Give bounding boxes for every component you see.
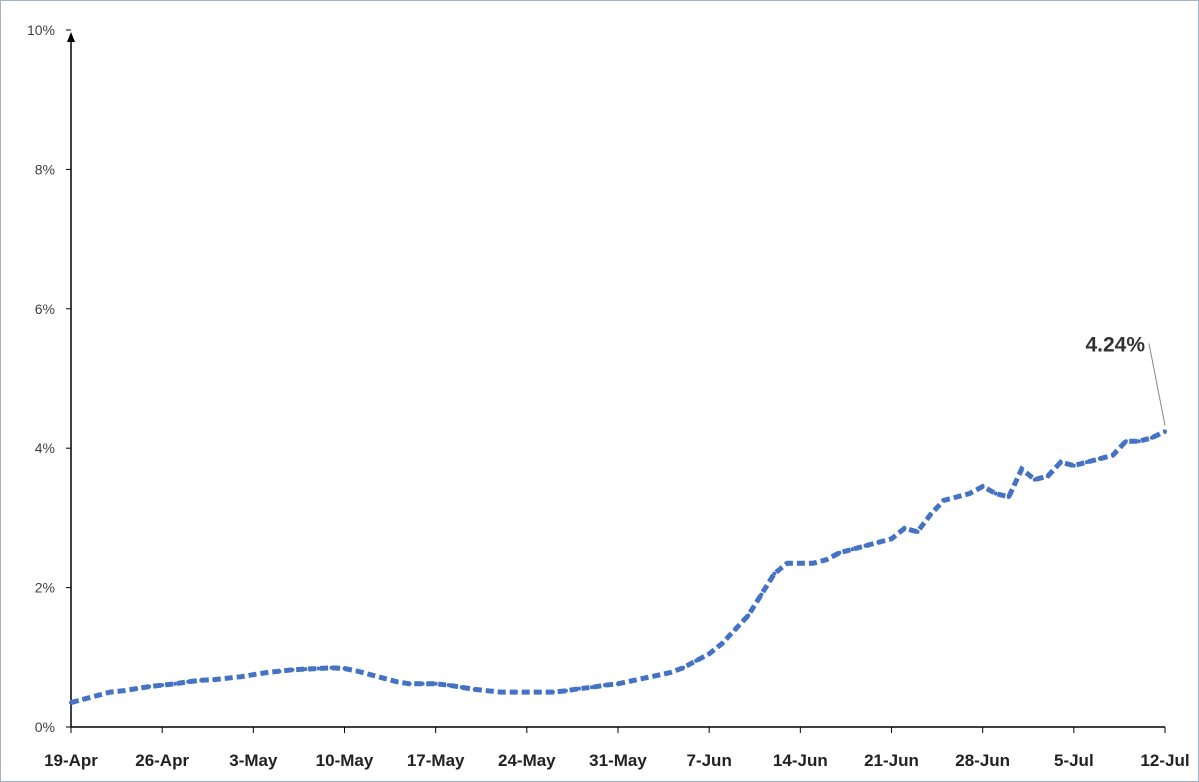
- y-tick-label: 10%: [27, 22, 55, 38]
- data-point: [850, 547, 855, 552]
- x-tick-label: 5-Jul: [1054, 751, 1094, 770]
- x-tick-label: 31-May: [589, 751, 647, 770]
- x-tick-label: 26-Apr: [135, 751, 189, 770]
- data-point: [173, 681, 178, 686]
- data-point: [589, 685, 594, 690]
- annotation-label: 4.24%: [1085, 333, 1145, 356]
- x-axis-ticks: 19-Apr 26-Apr 3-May 10-May 17-May 24-May 31-Ma…: [44, 727, 1190, 770]
- x-tick-label: 3-May: [229, 751, 278, 770]
- x-tick-label: 12-Jul: [1140, 751, 1189, 770]
- y-tick-label: 4%: [35, 440, 55, 456]
- series-line: [70, 429, 1167, 706]
- data-point: [1136, 439, 1141, 444]
- y-tick-label: 8%: [35, 161, 55, 177]
- x-tick-label: 24-May: [498, 751, 556, 770]
- x-tick-label: 17-May: [407, 751, 465, 770]
- y-tick-label: 0%: [35, 719, 55, 735]
- x-tick-label: 7-Jun: [686, 751, 731, 770]
- data-point: [433, 681, 438, 686]
- annotation-leader-line: [1148, 343, 1166, 426]
- data-point: [303, 667, 308, 672]
- data-point: [576, 686, 581, 691]
- data-point: [1084, 460, 1089, 465]
- data-points: [69, 429, 1167, 705]
- y-axis-ticks: 0% 2% 4% 6% 8% 10%: [27, 22, 71, 735]
- y-tick-label: 2%: [35, 580, 55, 596]
- x-tick-label: 19-Apr: [44, 751, 98, 770]
- x-tick-label: 28-Jun: [955, 751, 1010, 770]
- data-point: [316, 666, 321, 671]
- x-tick-label: 21-Jun: [864, 751, 919, 770]
- data-point: [772, 571, 777, 576]
- data-point: [446, 683, 451, 688]
- y-axis-arrow: [67, 32, 75, 42]
- y-tick-label: 6%: [35, 301, 55, 317]
- x-tick-label: 14-Jun: [773, 751, 828, 770]
- x-tick-label: 10-May: [316, 751, 374, 770]
- data-point: [993, 491, 998, 496]
